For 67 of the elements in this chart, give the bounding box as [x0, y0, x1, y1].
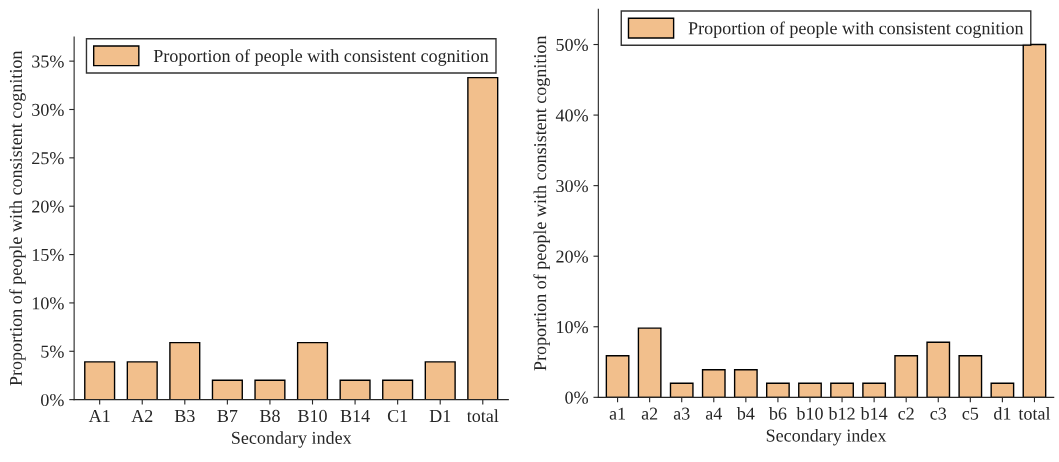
bar: [669, 382, 694, 398]
y-tick-label: 15%: [32, 248, 64, 262]
x-tick-label: A1: [88, 409, 110, 422]
bar: [424, 361, 456, 400]
x-axis-title: Secondary index: [766, 428, 887, 446]
y-tick-label: 30%: [32, 103, 64, 116]
bar: [894, 354, 919, 398]
y-tick-label: 0%: [41, 393, 64, 407]
x-tick-label: b10: [796, 407, 823, 420]
x-tick-label: b14: [860, 407, 888, 420]
bar: [958, 354, 983, 398]
y-tick-label: 5%: [41, 345, 64, 358]
bar: [798, 382, 822, 398]
x-tick-label: c3: [930, 407, 947, 420]
bar: [211, 379, 243, 400]
x-tick-label: c2: [898, 407, 914, 420]
y-tick-label: 25%: [32, 152, 64, 165]
bar: [926, 341, 951, 398]
y-tick-label: 35%: [32, 55, 64, 68]
x-axis-title: Secondary index: [232, 431, 352, 448]
bar: [733, 369, 758, 398]
bar: [126, 361, 158, 400]
x-tick-label: C1: [387, 409, 408, 423]
y-tick-label: 10%: [557, 321, 588, 334]
y-tick-label: 0%: [565, 391, 588, 404]
x-tick-label: b12: [828, 407, 855, 420]
bar: [339, 379, 371, 400]
bar: [382, 379, 414, 400]
y-axis-title: Proportion of people with consistent cognition: [533, 35, 550, 371]
y-tick-label: 20%: [556, 250, 588, 263]
y-tick-label: 10%: [32, 297, 64, 310]
y-axis-title: Proportion of people with consistent cognition: [9, 50, 26, 386]
x-tick-label: a1: [609, 407, 626, 420]
bar: [296, 341, 329, 400]
x-tick-label: A2: [131, 409, 153, 422]
x-tick-label: d1: [994, 407, 1011, 420]
bar: [254, 379, 286, 400]
x-tick-label: a3: [673, 407, 690, 420]
x-tick-label: B10: [297, 409, 327, 423]
bar: [605, 354, 630, 398]
y-tick-label: 50%: [556, 38, 588, 52]
x-tick-label: total: [1018, 407, 1051, 420]
bar: [169, 341, 201, 400]
x-tick-label: B8: [259, 409, 280, 423]
bar: [765, 382, 790, 398]
x-tick-label: a4: [705, 407, 723, 420]
bar: [990, 382, 1015, 398]
x-tick-label: B3: [174, 409, 195, 423]
y-tick-label: 40%: [555, 109, 588, 122]
bar: [637, 327, 662, 398]
x-tick-label: D1: [429, 409, 451, 422]
bar: [701, 369, 726, 398]
bar: [862, 382, 887, 398]
x-tick-label: B7: [217, 410, 238, 422]
x-tick-label: c5: [962, 407, 979, 420]
x-tick-label: b6: [768, 407, 787, 420]
y-tick-label: 20%: [32, 200, 64, 213]
x-tick-label: B14: [340, 409, 370, 422]
y-tick-label: 30%: [556, 179, 588, 193]
x-tick-label: total: [466, 409, 499, 423]
bar: [467, 76, 499, 400]
x-tick-label: a2: [641, 407, 658, 420]
bar: [830, 382, 854, 398]
legend-label: Proportion of people with consistent cognition: [153, 49, 489, 66]
x-tick-label: b4: [736, 407, 755, 420]
legend-label: Proportion of people with consistent cognition: [688, 21, 1024, 39]
bar: [84, 361, 116, 400]
